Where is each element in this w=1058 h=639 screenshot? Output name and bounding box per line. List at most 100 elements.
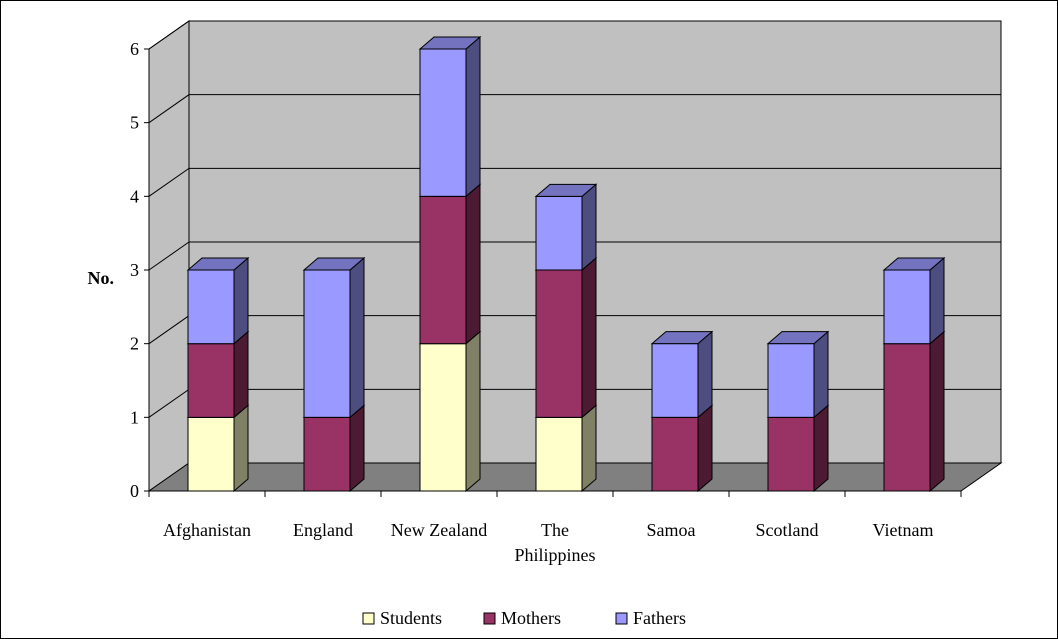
bar-stack-1 <box>302 256 366 493</box>
bar-side <box>233 330 249 419</box>
bar-stack-3 <box>534 183 598 493</box>
bar-front <box>535 269 583 418</box>
bar-side <box>465 183 481 345</box>
y-tick-label-0: 0 <box>130 481 139 501</box>
bar-side <box>233 404 249 493</box>
bar-stack-2 <box>418 35 482 493</box>
bar-side <box>929 330 945 493</box>
legend-item-students: Students <box>362 608 442 628</box>
bar-side <box>581 404 597 493</box>
x-category-label-0: Afghanistan <box>163 520 251 540</box>
bar-side <box>813 404 829 493</box>
bar-front <box>883 269 931 345</box>
gridline-6 <box>148 20 1001 50</box>
bar-mothers-3 <box>534 256 598 419</box>
x-category-label-3: The <box>541 520 569 540</box>
x-category-label-3: Philippines <box>514 545 595 565</box>
bar-side <box>813 330 829 419</box>
y-tick-label-6: 6 <box>130 39 139 59</box>
bar-side <box>465 35 481 198</box>
bar-top <box>650 331 714 345</box>
legend-swatch <box>615 612 628 625</box>
bar-top <box>186 257 250 271</box>
bar-mothers-5 <box>766 404 830 493</box>
legend-swatch <box>362 612 375 625</box>
bar-front <box>767 343 815 418</box>
bar-fathers-4 <box>650 330 714 419</box>
legend-item-mothers: Mothers <box>483 608 561 628</box>
legend-label: Students <box>380 608 442 628</box>
bar-mothers-2 <box>418 183 482 345</box>
bar-top <box>534 183 598 197</box>
bar-stack-6 <box>882 256 946 493</box>
gridline-4 <box>148 167 1001 197</box>
gridline-3 <box>148 241 1001 271</box>
bars <box>186 35 946 493</box>
bar-students-2 <box>418 330 482 493</box>
bar-stack-5 <box>766 330 830 493</box>
bar-mothers-4 <box>650 404 714 493</box>
x-category-label-4: Samoa <box>647 520 696 540</box>
x-category-label-6: Vietnam <box>873 520 934 540</box>
bar-side <box>465 330 481 493</box>
bar-front <box>767 416 815 492</box>
bar-front <box>535 195 583 271</box>
bar-top <box>882 257 946 271</box>
x-category-labels: Afghanistan England New Zealand The Philippi… <box>163 520 933 565</box>
y-tick-label-3: 3 <box>130 260 139 280</box>
bar-fathers-6 <box>882 256 946 345</box>
bar-side <box>697 404 713 493</box>
y-axis-title: No. <box>88 268 115 288</box>
y-tick-label-5: 5 <box>130 113 139 133</box>
bar-stack-0 <box>186 256 250 493</box>
legend-label: Mothers <box>501 608 561 628</box>
y-tick-label-4: 4 <box>130 186 139 206</box>
bar-top <box>418 36 482 50</box>
x-category-label-2: New Zealand <box>391 520 487 540</box>
legend-item-fathers: Fathers <box>615 608 686 628</box>
bar-stack-4 <box>650 330 714 493</box>
y-tick-labels: 0 1 2 3 4 5 6 <box>130 39 139 501</box>
bar-front <box>883 343 931 492</box>
bar-front <box>651 343 699 418</box>
bar-fathers-3 <box>534 183 598 272</box>
bar-front <box>419 343 467 492</box>
bar-front <box>187 343 235 418</box>
bar-top <box>766 331 830 345</box>
legend-swatch <box>483 612 496 625</box>
bar-fathers-5 <box>766 330 830 419</box>
bar-front <box>419 195 467 345</box>
bar-side <box>697 330 713 419</box>
x-category-label-5: Scotland <box>756 520 819 540</box>
bar-mothers-6 <box>882 330 946 493</box>
bar-side <box>233 256 249 345</box>
bar-side <box>349 256 365 419</box>
legend: Students Mothers Fathers <box>362 608 686 628</box>
y-tick-label-1: 1 <box>130 407 139 427</box>
bar-front <box>651 416 699 492</box>
bar-mothers-1 <box>302 404 366 493</box>
bar-front <box>187 416 235 492</box>
bar-students-0 <box>186 404 250 493</box>
bar-students-3 <box>534 404 598 493</box>
legend-label: Fathers <box>633 608 686 628</box>
bar-front <box>535 416 583 492</box>
bar-front <box>419 48 467 197</box>
bar-side <box>349 404 365 493</box>
bar-side <box>581 183 597 272</box>
bar-fathers-2 <box>418 35 482 198</box>
bar-front <box>187 269 235 345</box>
bar-mothers-0 <box>186 330 250 419</box>
bar-side <box>581 256 597 419</box>
bar-top <box>302 257 366 271</box>
bar-side <box>929 256 945 345</box>
gridline-5 <box>148 94 1001 124</box>
bar-fathers-0 <box>186 256 250 345</box>
y-tick-label-2: 2 <box>130 334 139 354</box>
bar-fathers-1 <box>302 256 366 419</box>
x-category-label-1: England <box>293 520 353 540</box>
bar-front <box>303 269 351 418</box>
bar-front <box>303 416 351 492</box>
